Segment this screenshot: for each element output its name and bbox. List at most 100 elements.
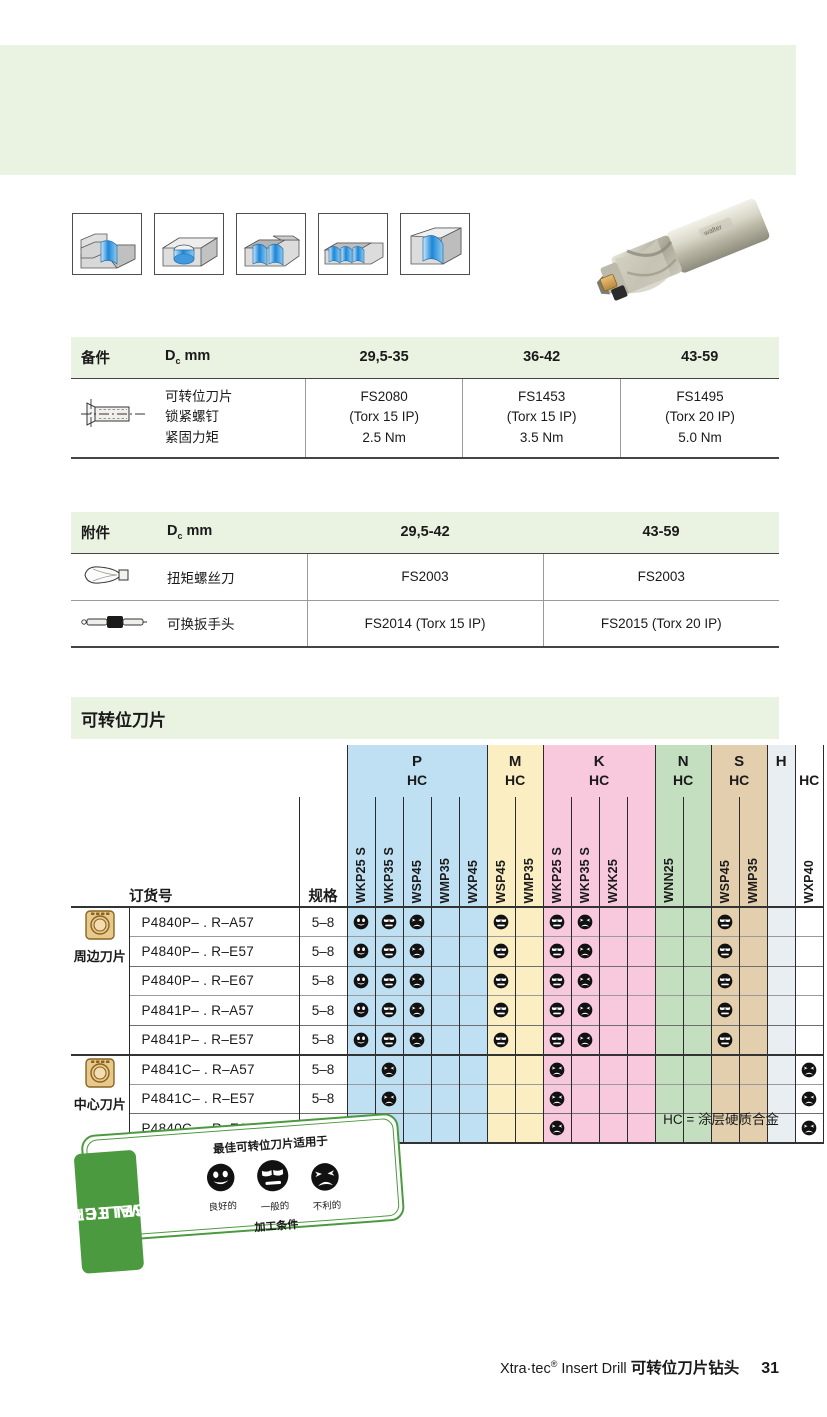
footer-page-number: 31 xyxy=(761,1360,779,1377)
grid-corner-spacer xyxy=(71,797,129,907)
page-footer: Xtra·tec® Insert Drill 可转位刀片钻头 31 xyxy=(71,1356,779,1378)
insert-table-row[interactable]: P4841P– . R–A57 5–8 xyxy=(71,995,824,1025)
rating-cell xyxy=(486,1053,516,1084)
rating-cell xyxy=(570,936,600,966)
insert-table-row[interactable]: P4840P– . R–E57 5–8 xyxy=(71,936,824,966)
grade-label-empty xyxy=(766,797,796,907)
rating-cell xyxy=(654,1053,684,1084)
footer-registered-mark: ® xyxy=(550,1359,558,1370)
brand-line-2: SELECT xyxy=(73,1200,145,1225)
rating-cell xyxy=(654,995,684,1025)
rating-cell xyxy=(402,906,432,937)
rating-cell xyxy=(402,1083,432,1114)
footer-product-cn: 可转位刀片钻头 xyxy=(630,1360,740,1377)
grade-label-wkp25-s: WKP25 S xyxy=(346,797,376,907)
spec-cell: 5–8 xyxy=(298,936,348,966)
wrench-head-icon xyxy=(71,600,157,648)
legend-face-average: 一般的 xyxy=(255,1158,293,1214)
rating-cell xyxy=(766,995,796,1025)
smiley-average-icon xyxy=(717,973,733,989)
spare-value-torque-1: 2.5 Nm xyxy=(362,430,406,446)
rating-cell xyxy=(514,1024,544,1055)
rating-cell xyxy=(374,965,404,996)
rating-cell xyxy=(542,1113,572,1144)
rating-cell xyxy=(766,906,796,937)
order-number-cell: P4841P– . R–A57 xyxy=(129,995,299,1025)
grade-label-wxp40: WXP40 xyxy=(794,797,824,907)
rating-cell xyxy=(710,1053,740,1084)
pictogram-pocket-drilling-icon xyxy=(154,213,224,275)
rating-cell xyxy=(598,1024,628,1055)
grade-group-S-band: S HC xyxy=(710,745,768,797)
smiley-average-icon xyxy=(381,1032,397,1048)
rating-cell xyxy=(374,1053,404,1084)
rating-cell xyxy=(794,1053,824,1084)
smiley-bad-icon xyxy=(801,1120,817,1136)
application-pictogram-strip xyxy=(72,213,470,275)
rating-cell xyxy=(402,1053,432,1084)
spare-parts-title: 备件 xyxy=(71,337,155,378)
grade-group-band-row: P HC M HC K HC N HC S HC H HC xyxy=(71,745,824,797)
rating-cell xyxy=(570,995,600,1025)
grade-group-K-band: K HC xyxy=(542,745,656,797)
rating-cell xyxy=(654,1083,684,1114)
insert-table-row[interactable]: 中心刀片 P4841C– . R–A57 5–8 xyxy=(71,1053,824,1143)
rating-cell xyxy=(766,965,796,996)
rating-cell xyxy=(374,906,404,937)
pictogram-multi-hole-drilling-icon xyxy=(318,213,388,275)
rating-cell xyxy=(374,1083,404,1114)
grade-group-N-band: N HC xyxy=(654,745,712,797)
rating-cell xyxy=(654,1113,684,1144)
rating-cell xyxy=(598,1113,628,1144)
rating-cell xyxy=(542,936,572,966)
rating-cell xyxy=(514,1053,544,1084)
rating-cell xyxy=(458,1053,488,1084)
rating-cell xyxy=(682,906,712,937)
screw-icon xyxy=(71,377,155,460)
accessories-row-torque-screwdriver: 扭矩螺丝刀 FS2003 FS2003 xyxy=(71,552,779,601)
rating-cell xyxy=(542,1083,572,1114)
rating-cell xyxy=(570,1113,600,1144)
rating-cell xyxy=(346,936,376,966)
spec-cell: 5–8 xyxy=(298,965,348,996)
rating-cell xyxy=(682,936,712,966)
insert-table-row[interactable]: P4841C– . R–E57 5–8 xyxy=(71,1083,824,1114)
accessories-col-2: 43-59 xyxy=(543,512,779,553)
insert-table-row[interactable]: P4840P– . R–E67 5–8 xyxy=(71,965,824,996)
grade-label-empty xyxy=(682,797,712,907)
rating-cell xyxy=(402,1113,432,1144)
insert-table-row[interactable]: P4841P– . R–E57 5–8 xyxy=(71,1024,824,1055)
rating-cell xyxy=(514,1083,544,1114)
smiley-average-icon xyxy=(549,1032,565,1048)
insert-table-row[interactable]: 周边刀片 P4840P– . R–A57 5–8 xyxy=(71,906,824,1055)
rating-cell xyxy=(598,965,628,996)
spare-parts-data-row: 可转位刀片 锁紧螺钉 紧固力矩 FS2080 (Torx 15 IP) 2.5 … xyxy=(71,377,779,460)
rating-cell xyxy=(402,1024,432,1055)
rating-cell xyxy=(682,1113,712,1144)
smiley-bad-icon xyxy=(577,973,593,989)
rating-cell xyxy=(710,995,740,1025)
rating-cell xyxy=(626,1053,656,1084)
rating-cell xyxy=(346,1083,376,1114)
grade-group-H-band: H xyxy=(766,745,796,797)
grade-group-P-band: P HC xyxy=(346,745,488,797)
accessories-table: 附件 Dc mm 29,5-42 43-59 扭矩螺丝刀 FS2003 FS20… xyxy=(71,512,779,648)
smiley-good-icon xyxy=(353,1003,369,1018)
accessories-label-1: 可换扳手头 xyxy=(157,600,308,648)
smiley-average-icon xyxy=(493,914,509,930)
rating-cell xyxy=(598,1083,628,1114)
inserts-grid: P HC M HC K HC N HC S HC H HC 订货号 规格 WKP25 S WKP35 S WS… xyxy=(71,745,824,1144)
legend-caption-good: 良好的 xyxy=(208,1200,238,1214)
rating-cell xyxy=(430,1083,460,1114)
smiley-average-icon xyxy=(549,973,565,989)
grid-band-spacer xyxy=(71,745,347,797)
rating-cell xyxy=(570,1083,600,1114)
rating-cell xyxy=(710,965,740,996)
rating-cell xyxy=(430,906,460,937)
rating-cell xyxy=(486,995,516,1025)
rating-cell xyxy=(738,965,768,996)
rating-cell xyxy=(710,1083,740,1114)
smiley-average-icon xyxy=(381,973,397,989)
smiley-bad-icon xyxy=(409,944,425,959)
grade-label-wkp35-s: WKP35 S xyxy=(374,797,404,907)
